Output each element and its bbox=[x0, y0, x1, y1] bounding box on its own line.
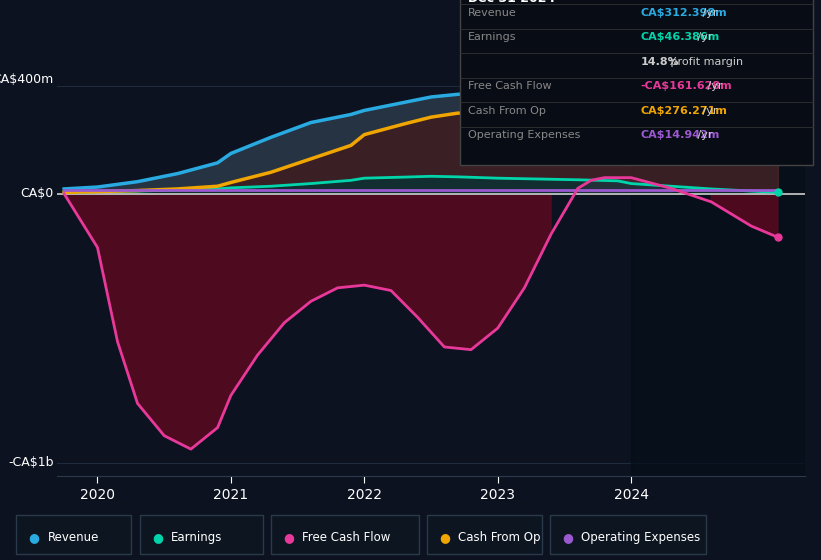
Bar bbox=[631, 73, 805, 476]
Text: ●: ● bbox=[439, 531, 450, 544]
Text: Earnings: Earnings bbox=[468, 32, 516, 43]
Text: profit margin: profit margin bbox=[667, 57, 743, 67]
Text: -CA$1b: -CA$1b bbox=[8, 456, 53, 469]
Text: CA$312.398m: CA$312.398m bbox=[640, 8, 727, 18]
Text: CA$46.386m: CA$46.386m bbox=[640, 32, 720, 43]
Text: Revenue: Revenue bbox=[48, 531, 99, 544]
Text: ●: ● bbox=[152, 531, 163, 544]
Text: Revenue: Revenue bbox=[468, 8, 516, 18]
Text: ●: ● bbox=[562, 531, 573, 544]
Text: /yr: /yr bbox=[699, 8, 718, 18]
Text: /yr: /yr bbox=[694, 32, 713, 43]
Text: CA$0: CA$0 bbox=[21, 187, 53, 200]
Text: CA$14.942m: CA$14.942m bbox=[640, 130, 720, 141]
Text: Operating Expenses: Operating Expenses bbox=[581, 531, 700, 544]
Text: Cash From Op: Cash From Op bbox=[468, 106, 546, 116]
Text: CA$400m: CA$400m bbox=[0, 73, 53, 86]
Text: Operating Expenses: Operating Expenses bbox=[468, 130, 580, 141]
Text: Free Cash Flow: Free Cash Flow bbox=[302, 531, 391, 544]
Text: /yr: /yr bbox=[694, 130, 713, 141]
Text: ●: ● bbox=[29, 531, 39, 544]
Text: Dec 31 2024: Dec 31 2024 bbox=[468, 0, 555, 4]
Text: Cash From Op: Cash From Op bbox=[458, 531, 540, 544]
Text: /yr: /yr bbox=[704, 81, 723, 91]
Text: Earnings: Earnings bbox=[171, 531, 222, 544]
Text: ●: ● bbox=[283, 531, 294, 544]
Text: Free Cash Flow: Free Cash Flow bbox=[468, 81, 552, 91]
Text: CA$276.271m: CA$276.271m bbox=[640, 106, 727, 116]
Text: /yr: /yr bbox=[699, 106, 718, 116]
Text: -CA$161.628m: -CA$161.628m bbox=[640, 81, 732, 91]
Text: 14.8%: 14.8% bbox=[640, 57, 679, 67]
